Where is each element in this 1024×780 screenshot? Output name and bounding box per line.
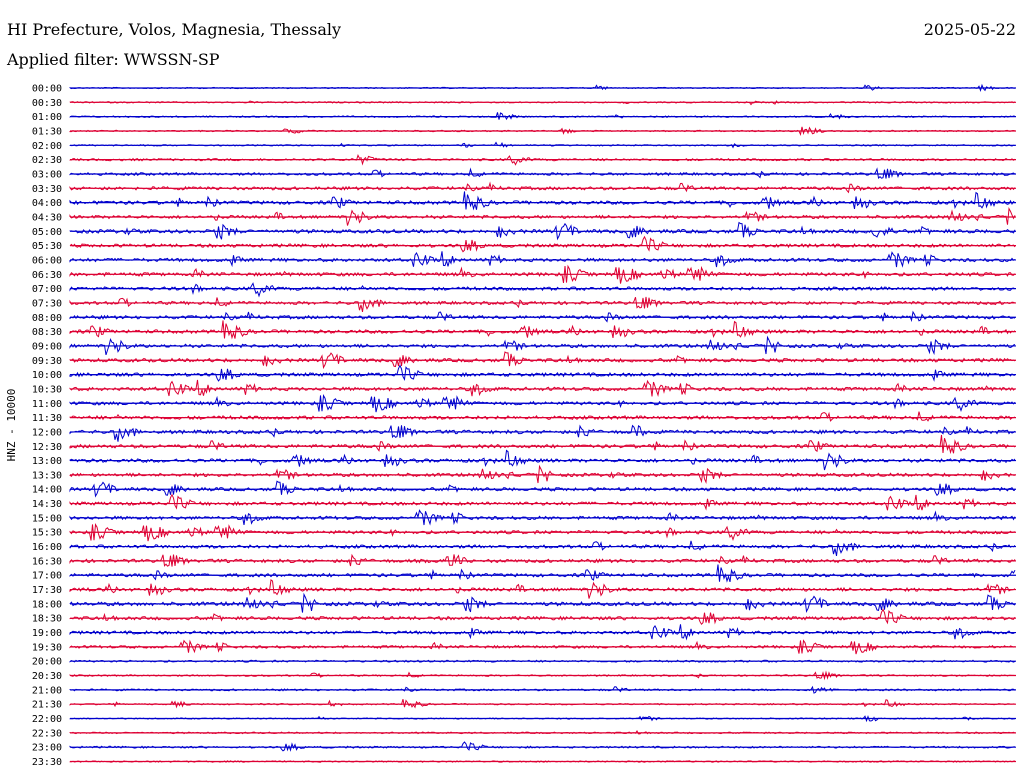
filter-label: Applied filter: WWSSN-SP [7, 50, 220, 69]
trace-line [69, 320, 1016, 340]
time-label: 16:00 [32, 542, 62, 553]
time-label: 18:30 [32, 614, 62, 625]
time-label: 19:00 [32, 628, 62, 639]
time-labels-group: 00:00 00:30 01:00 01:30 02:00 02:30 03:00 03:30… [32, 84, 62, 769]
time-label: 03:00 [32, 169, 62, 180]
time-label: 02:30 [32, 155, 62, 166]
trace-line [69, 493, 1016, 511]
y-axis-label: HNZ - 10000 [5, 389, 18, 462]
time-label: 22:30 [32, 728, 62, 739]
trace-line [69, 191, 1016, 211]
time-label: 11:00 [32, 399, 62, 410]
trace-line [69, 235, 1016, 253]
time-label: 05:00 [32, 227, 62, 238]
time-label: 20:30 [32, 671, 62, 682]
trace-line [69, 624, 1016, 641]
trace-line [69, 464, 1015, 485]
trace-line [69, 564, 1016, 583]
time-label: 22:00 [32, 714, 62, 725]
traces-group [69, 83, 1016, 763]
time-label: 09:00 [32, 341, 62, 352]
trace-line [69, 434, 1016, 455]
time-label: 05:30 [32, 241, 62, 252]
time-label: 07:30 [32, 298, 62, 309]
time-label: 17:00 [32, 571, 62, 582]
trace-line [69, 699, 1016, 709]
time-label: 08:00 [32, 313, 62, 324]
time-label: 00:00 [32, 84, 62, 95]
time-label: 01:30 [32, 126, 62, 137]
trace-line [69, 608, 1016, 626]
time-label: 10:00 [32, 370, 62, 381]
time-label: 01:00 [32, 112, 62, 123]
time-label: 02:00 [32, 141, 62, 152]
time-label: 13:30 [32, 470, 62, 481]
time-label: 15:30 [32, 528, 62, 539]
time-label: 10:30 [32, 384, 62, 395]
time-label: 09:30 [32, 356, 62, 367]
trace-line [69, 221, 1016, 241]
trace-line [69, 424, 1016, 442]
time-label: 17:30 [32, 585, 62, 596]
date-label: 2025-05-22 [923, 20, 1016, 39]
time-label: 07:00 [32, 284, 62, 295]
time-label: 14:00 [32, 485, 62, 496]
trace-line [69, 364, 1016, 382]
time-label: 11:30 [32, 413, 62, 424]
trace-line [69, 379, 1016, 398]
time-label: 18:00 [32, 599, 62, 610]
time-label: 13:00 [32, 456, 62, 467]
trace-line [69, 310, 1016, 323]
y-axis-label-group: HNZ - 10000 [5, 389, 18, 462]
time-label: 21:30 [32, 700, 62, 711]
time-label: 23:00 [32, 743, 62, 754]
time-label: 16:30 [32, 556, 62, 567]
time-label: 04:30 [32, 212, 62, 223]
time-label: 19:30 [32, 642, 62, 653]
time-label: 15:00 [32, 513, 62, 524]
time-label: 20:00 [32, 657, 62, 668]
time-label: 14:30 [32, 499, 62, 510]
time-label: 00:30 [32, 98, 62, 109]
trace-line [69, 296, 1016, 313]
trace-line [69, 540, 1016, 556]
time-label: 03:30 [32, 184, 62, 195]
trace-line [69, 741, 1016, 752]
time-label: 23:30 [32, 757, 62, 768]
trace-line [69, 251, 1016, 268]
time-label: 21:00 [32, 685, 62, 696]
time-label: 06:00 [32, 255, 62, 266]
trace-line [69, 553, 1016, 567]
trace-line [69, 411, 1016, 422]
time-label: 06:30 [32, 270, 62, 281]
station-title: HI Prefecture, Volos, Magnesia, Thessaly [7, 20, 342, 39]
trace-line [69, 112, 1016, 121]
time-label: 12:00 [32, 427, 62, 438]
time-label: 08:30 [32, 327, 62, 338]
time-label: 12:30 [32, 442, 62, 453]
trace-line [69, 282, 1016, 298]
time-label: 04:00 [32, 198, 62, 209]
